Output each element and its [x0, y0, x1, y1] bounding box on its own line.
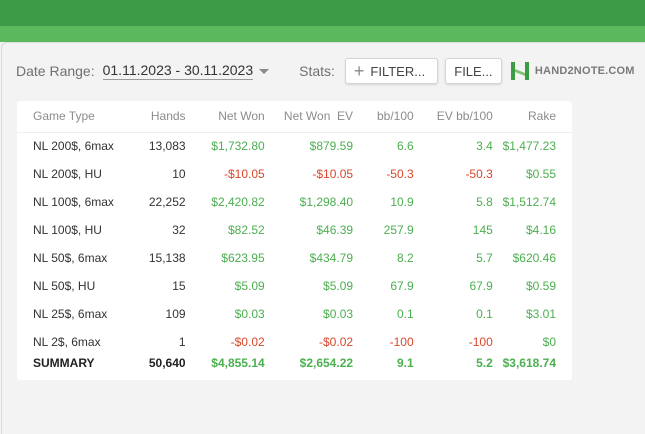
column-header-rake[interactable]: Rake — [492, 101, 572, 133]
cell-ev-bb100: 5.8 — [476, 195, 493, 209]
date-range-label: Date Range: — [16, 63, 95, 79]
summary-ev-bb100: 5.2 — [476, 356, 493, 370]
cell-net-won: $0.03 — [234, 307, 265, 321]
app-top-strip — [0, 26, 645, 42]
table-row[interactable]: NL 50$, 6max 15,138 $623.95 $434.79 8.2 … — [17, 244, 572, 272]
cell-hands: 22,252 — [148, 195, 186, 209]
cell-hands: 1 — [178, 335, 186, 349]
chevron-down-icon[interactable] — [259, 68, 270, 74]
cell-ev-bb100: 5.7 — [476, 251, 493, 265]
cell-bb100: 6.6 — [396, 139, 414, 154]
table-row[interactable]: NL 50$, HU 15 $5.09 $5.09 67.9 67.9 $0.5… — [17, 272, 572, 300]
cell-game-type: NL 100$, 6max — [33, 195, 114, 209]
cell-ev-bb100: -50.3 — [465, 167, 493, 181]
date-range-value[interactable]: 01.11.2023 - 30.11.2023 — [102, 62, 254, 80]
plus-icon: + — [353, 61, 365, 81]
column-header-net-won-ev[interactable]: Net Won EV — [264, 101, 354, 133]
cell-bb100: -50.3 — [386, 167, 414, 181]
cell-rake: $4.16 — [525, 223, 556, 237]
cell-bb100: 10.9 — [390, 195, 414, 209]
cell-net-won-ev: -$0.02 — [319, 335, 354, 349]
cell-net-won: $2,420.82 — [211, 195, 265, 209]
table-row[interactable]: NL 200$, 6max 13,083 $1,732.80 $879.59 6… — [17, 132, 572, 160]
table-header-row: Game Type Hands Net Won Net Won EV bb/10… — [17, 101, 572, 133]
report-toolbar: Date Range: 01.11.2023 - 30.11.2023 Stat… — [16, 58, 635, 84]
cell-bb100: 0.1 — [396, 307, 414, 321]
cell-net-won: $5.09 — [234, 279, 265, 293]
cell-net-won: $82.52 — [227, 223, 265, 237]
results-table: Game Type Hands Net Won Net Won EV bb/10… — [17, 101, 572, 376]
table-row[interactable]: NL 200$, HU 10 -$10.05 -$10.05 -50.3 -50… — [17, 160, 572, 188]
summary-net-won-ev: $2,654.22 — [299, 356, 354, 370]
summary-row: SUMMARY 50,640 $4,855.14 $2,654.22 9.1 5… — [17, 356, 572, 376]
cell-ev-bb100: 145 — [472, 223, 493, 237]
cell-game-type: NL 25$, 6max — [33, 307, 108, 321]
cell-ev-bb100: -100 — [468, 335, 493, 349]
cell-rake: $0.55 — [525, 167, 556, 181]
table-row[interactable]: NL 100$, 6max 22,252 $2,420.82 $1,298.40… — [17, 188, 572, 216]
cell-rake: $0 — [542, 335, 556, 349]
cell-bb100: 8.2 — [396, 251, 414, 265]
column-header-ev-bb100[interactable]: EV bb/100 — [413, 101, 493, 133]
cell-game-type: NL 50$, HU — [33, 279, 96, 293]
hand2note-logo-text: HAND2NOTE.COM — [534, 65, 635, 77]
cell-rake: $620.46 — [512, 251, 556, 265]
cell-net-won-ev: -$10.05 — [312, 167, 354, 181]
summary-hands: 50,640 — [148, 356, 186, 370]
cell-ev-bb100: 3.4 — [476, 139, 493, 154]
cell-bb100: 67.9 — [390, 279, 414, 293]
cell-rake: $0.59 — [525, 279, 556, 293]
app-top-bar — [0, 0, 645, 26]
cell-net-won-ev: $5.09 — [323, 279, 354, 293]
cell-game-type: NL 50$, 6max — [33, 251, 108, 265]
column-header-game-type[interactable]: Game Type — [17, 101, 136, 133]
cell-game-type: NL 200$, HU — [33, 167, 102, 181]
summary-bb100: 9.1 — [396, 356, 414, 370]
cell-bb100: -100 — [389, 335, 414, 349]
cell-hands: 15,138 — [148, 251, 186, 265]
cell-rake: $1,477.23 — [502, 139, 556, 154]
cell-net-won-ev: $1,298.40 — [299, 195, 354, 209]
cell-game-type: NL 200$, 6max — [33, 139, 114, 154]
results-table-card: Game Type Hands Net Won Net Won EV bb/10… — [17, 101, 572, 380]
column-header-bb100[interactable]: bb/100 — [353, 101, 414, 133]
cell-net-won-ev: $434.79 — [309, 251, 354, 265]
table-row[interactable]: NL 25$, 6max 109 $0.03 $0.03 0.1 0.1 $3.… — [17, 300, 572, 328]
cell-hands: 13,083 — [148, 139, 186, 154]
cell-hands: 15 — [172, 279, 186, 293]
cell-game-type: NL 100$, HU — [33, 223, 102, 237]
summary-label: SUMMARY — [33, 356, 95, 370]
cell-net-won: $1,732.80 — [211, 139, 265, 154]
cell-hands: 10 — [172, 167, 186, 181]
cell-net-won-ev: $0.03 — [323, 307, 354, 321]
cell-hands: 32 — [172, 223, 186, 237]
table-row[interactable]: NL 2$, 6max 1 -$0.02 -$0.02 -100 -100 $0 — [17, 328, 572, 356]
cell-hands: 109 — [165, 307, 186, 321]
hand2note-logo: HAND2NOTE.COM — [510, 60, 635, 82]
hand2note-logo-icon — [510, 62, 529, 80]
cell-net-won-ev: $46.39 — [316, 223, 354, 237]
cell-bb100: 257.9 — [383, 223, 414, 237]
cell-net-won-ev: $879.59 — [309, 139, 354, 154]
cell-net-won: -$0.02 — [230, 335, 265, 349]
file-button[interactable]: FILE... — [444, 58, 502, 84]
summary-rake: $3,618.74 — [502, 356, 556, 370]
date-range-picker[interactable]: 01.11.2023 - 30.11.2023 — [95, 62, 270, 80]
cell-rake: $1,512.74 — [502, 195, 556, 209]
cell-rake: $3.01 — [525, 307, 556, 321]
cell-ev-bb100: 0.1 — [476, 307, 493, 321]
filter-button[interactable]: + FILTER... — [344, 58, 438, 84]
stats-label: Stats: — [299, 63, 335, 79]
table-row[interactable]: NL 100$, HU 32 $82.52 $46.39 257.9 145 $… — [17, 216, 572, 244]
cell-net-won: $623.95 — [221, 251, 265, 265]
cell-game-type: NL 2$, 6max — [33, 335, 101, 349]
cell-ev-bb100: 67.9 — [469, 279, 493, 293]
column-header-net-won[interactable]: Net Won — [185, 101, 265, 133]
file-button-label: FILE... — [454, 63, 493, 79]
summary-net-won: $4,855.14 — [211, 356, 265, 370]
filter-button-label: FILTER... — [370, 63, 426, 79]
column-header-hands[interactable]: Hands — [135, 101, 186, 133]
cell-net-won: -$10.05 — [223, 167, 265, 181]
